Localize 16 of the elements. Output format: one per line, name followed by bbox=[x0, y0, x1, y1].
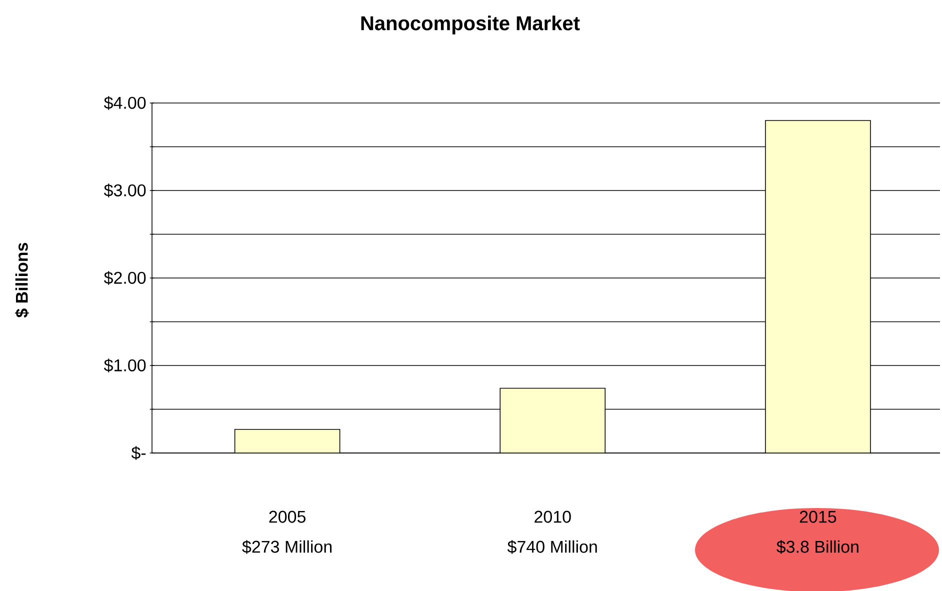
bar bbox=[500, 388, 606, 453]
bar bbox=[765, 120, 871, 453]
x-tick-label: 2015 bbox=[800, 510, 836, 523]
y-tick-label: $4.00 bbox=[104, 96, 146, 110]
text: $3.8 Billion bbox=[776, 540, 858, 554]
x-tick-label: 2010 bbox=[534, 510, 571, 523]
chart-title: Nanocomposite Market bbox=[361, 16, 580, 34]
y-tick-label: $- bbox=[131, 446, 146, 460]
text: $273 Million bbox=[242, 540, 332, 554]
text: $740 Million bbox=[507, 540, 597, 554]
y-axis-title: $ Billions bbox=[15, 242, 29, 318]
x-tick-label: 2005 bbox=[269, 510, 306, 523]
y-tick-label: $3.00 bbox=[104, 184, 146, 198]
bar bbox=[234, 428, 340, 453]
y-tick-label: $1.00 bbox=[104, 358, 146, 372]
y-tick-label: $2.00 bbox=[104, 271, 146, 285]
